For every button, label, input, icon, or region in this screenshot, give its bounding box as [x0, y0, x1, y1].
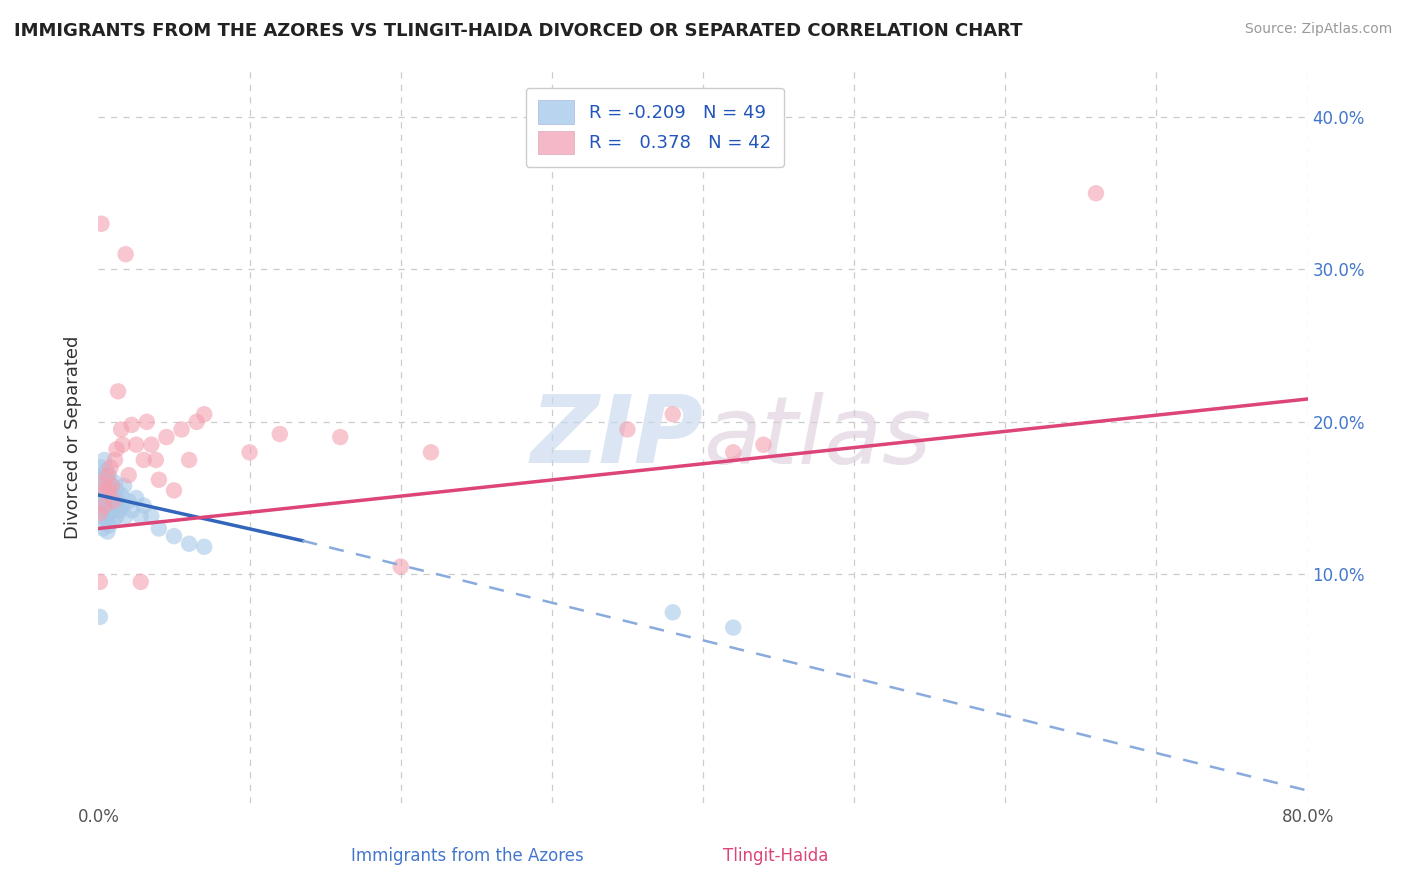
- Point: [94, 514, 117, 528]
- Point: [141, 509, 163, 524]
- Point: [121, 417, 143, 432]
- Text: Tlingit-Haida: Tlingit-Haida: [723, 847, 828, 864]
- Point: [193, 407, 215, 421]
- Point: [193, 540, 215, 554]
- Point: [96, 524, 118, 539]
- Point: [107, 384, 129, 399]
- Point: [91, 494, 114, 508]
- Point: [112, 479, 135, 493]
- Point: [103, 514, 125, 528]
- Point: [148, 521, 170, 535]
- Text: IMMIGRANTS FROM THE AZORES VS TLINGIT-HAIDA DIVORCED OR SEPARATED CORRELATION CH: IMMIGRANTS FROM THE AZORES VS TLINGIT-HA…: [14, 22, 1022, 40]
- Point: [132, 499, 155, 513]
- Point: [108, 503, 131, 517]
- Point: [239, 445, 262, 459]
- Point: [125, 491, 148, 505]
- Point: [98, 483, 121, 498]
- Point: [163, 483, 186, 498]
- Point: [1085, 186, 1108, 201]
- Point: [93, 506, 115, 520]
- Point: [155, 430, 177, 444]
- Legend: R = -0.209   N = 49, R =   0.378   N = 42: R = -0.209 N = 49, R = 0.378 N = 42: [526, 87, 783, 167]
- Point: [100, 482, 122, 496]
- Point: [121, 503, 143, 517]
- Point: [89, 506, 111, 520]
- Point: [101, 479, 124, 493]
- Point: [186, 415, 208, 429]
- Point: [89, 475, 111, 490]
- Point: [118, 468, 141, 483]
- Point: [110, 488, 132, 502]
- Point: [101, 503, 124, 517]
- Point: [107, 494, 129, 508]
- Point: [616, 422, 638, 436]
- Point: [103, 488, 125, 502]
- Point: [96, 473, 118, 487]
- Point: [93, 499, 115, 513]
- Point: [100, 506, 122, 520]
- Point: [661, 605, 683, 619]
- Point: [179, 537, 201, 551]
- Text: Immigrants from the Azores: Immigrants from the Azores: [352, 847, 583, 864]
- Point: [114, 247, 136, 261]
- Point: [148, 473, 170, 487]
- Point: [93, 488, 115, 502]
- Point: [96, 499, 118, 513]
- Point: [389, 559, 412, 574]
- Point: [94, 491, 117, 505]
- Text: atlas: atlas: [703, 392, 931, 483]
- Point: [170, 422, 193, 436]
- Point: [90, 217, 112, 231]
- Point: [89, 574, 111, 589]
- Point: [90, 509, 112, 524]
- Point: [98, 468, 121, 483]
- Point: [89, 610, 111, 624]
- Point: [132, 453, 155, 467]
- Point: [125, 438, 148, 452]
- Point: [101, 479, 124, 493]
- Point: [135, 415, 157, 429]
- Point: [98, 494, 121, 508]
- Point: [91, 521, 114, 535]
- Point: [661, 407, 683, 421]
- Point: [104, 499, 127, 513]
- Point: [98, 518, 121, 533]
- Point: [100, 460, 122, 475]
- Point: [90, 483, 112, 498]
- Point: [269, 427, 291, 442]
- Point: [105, 483, 128, 498]
- Point: [752, 438, 775, 452]
- Point: [110, 422, 132, 436]
- Point: [105, 442, 128, 457]
- Point: [129, 509, 152, 524]
- Text: Source: ZipAtlas.com: Source: ZipAtlas.com: [1244, 22, 1392, 37]
- Point: [329, 430, 352, 444]
- Point: [91, 468, 114, 483]
- Point: [129, 574, 152, 589]
- Point: [141, 438, 163, 452]
- Point: [103, 494, 125, 508]
- Point: [104, 453, 127, 467]
- Point: [94, 464, 117, 478]
- Point: [723, 445, 745, 459]
- Point: [104, 475, 127, 490]
- Point: [91, 475, 114, 490]
- Point: [179, 453, 201, 467]
- Point: [145, 453, 167, 467]
- Point: [89, 499, 111, 513]
- Point: [96, 468, 118, 483]
- Point: [163, 529, 186, 543]
- Point: [90, 460, 112, 475]
- Point: [723, 621, 745, 635]
- Point: [93, 453, 115, 467]
- Text: ZIP: ZIP: [530, 391, 703, 483]
- Point: [420, 445, 443, 459]
- Point: [111, 438, 134, 452]
- Point: [114, 509, 136, 524]
- Y-axis label: Divorced or Separated: Divorced or Separated: [65, 335, 83, 539]
- Point: [111, 499, 134, 513]
- Point: [118, 494, 141, 508]
- Point: [105, 509, 128, 524]
- Point: [94, 483, 117, 498]
